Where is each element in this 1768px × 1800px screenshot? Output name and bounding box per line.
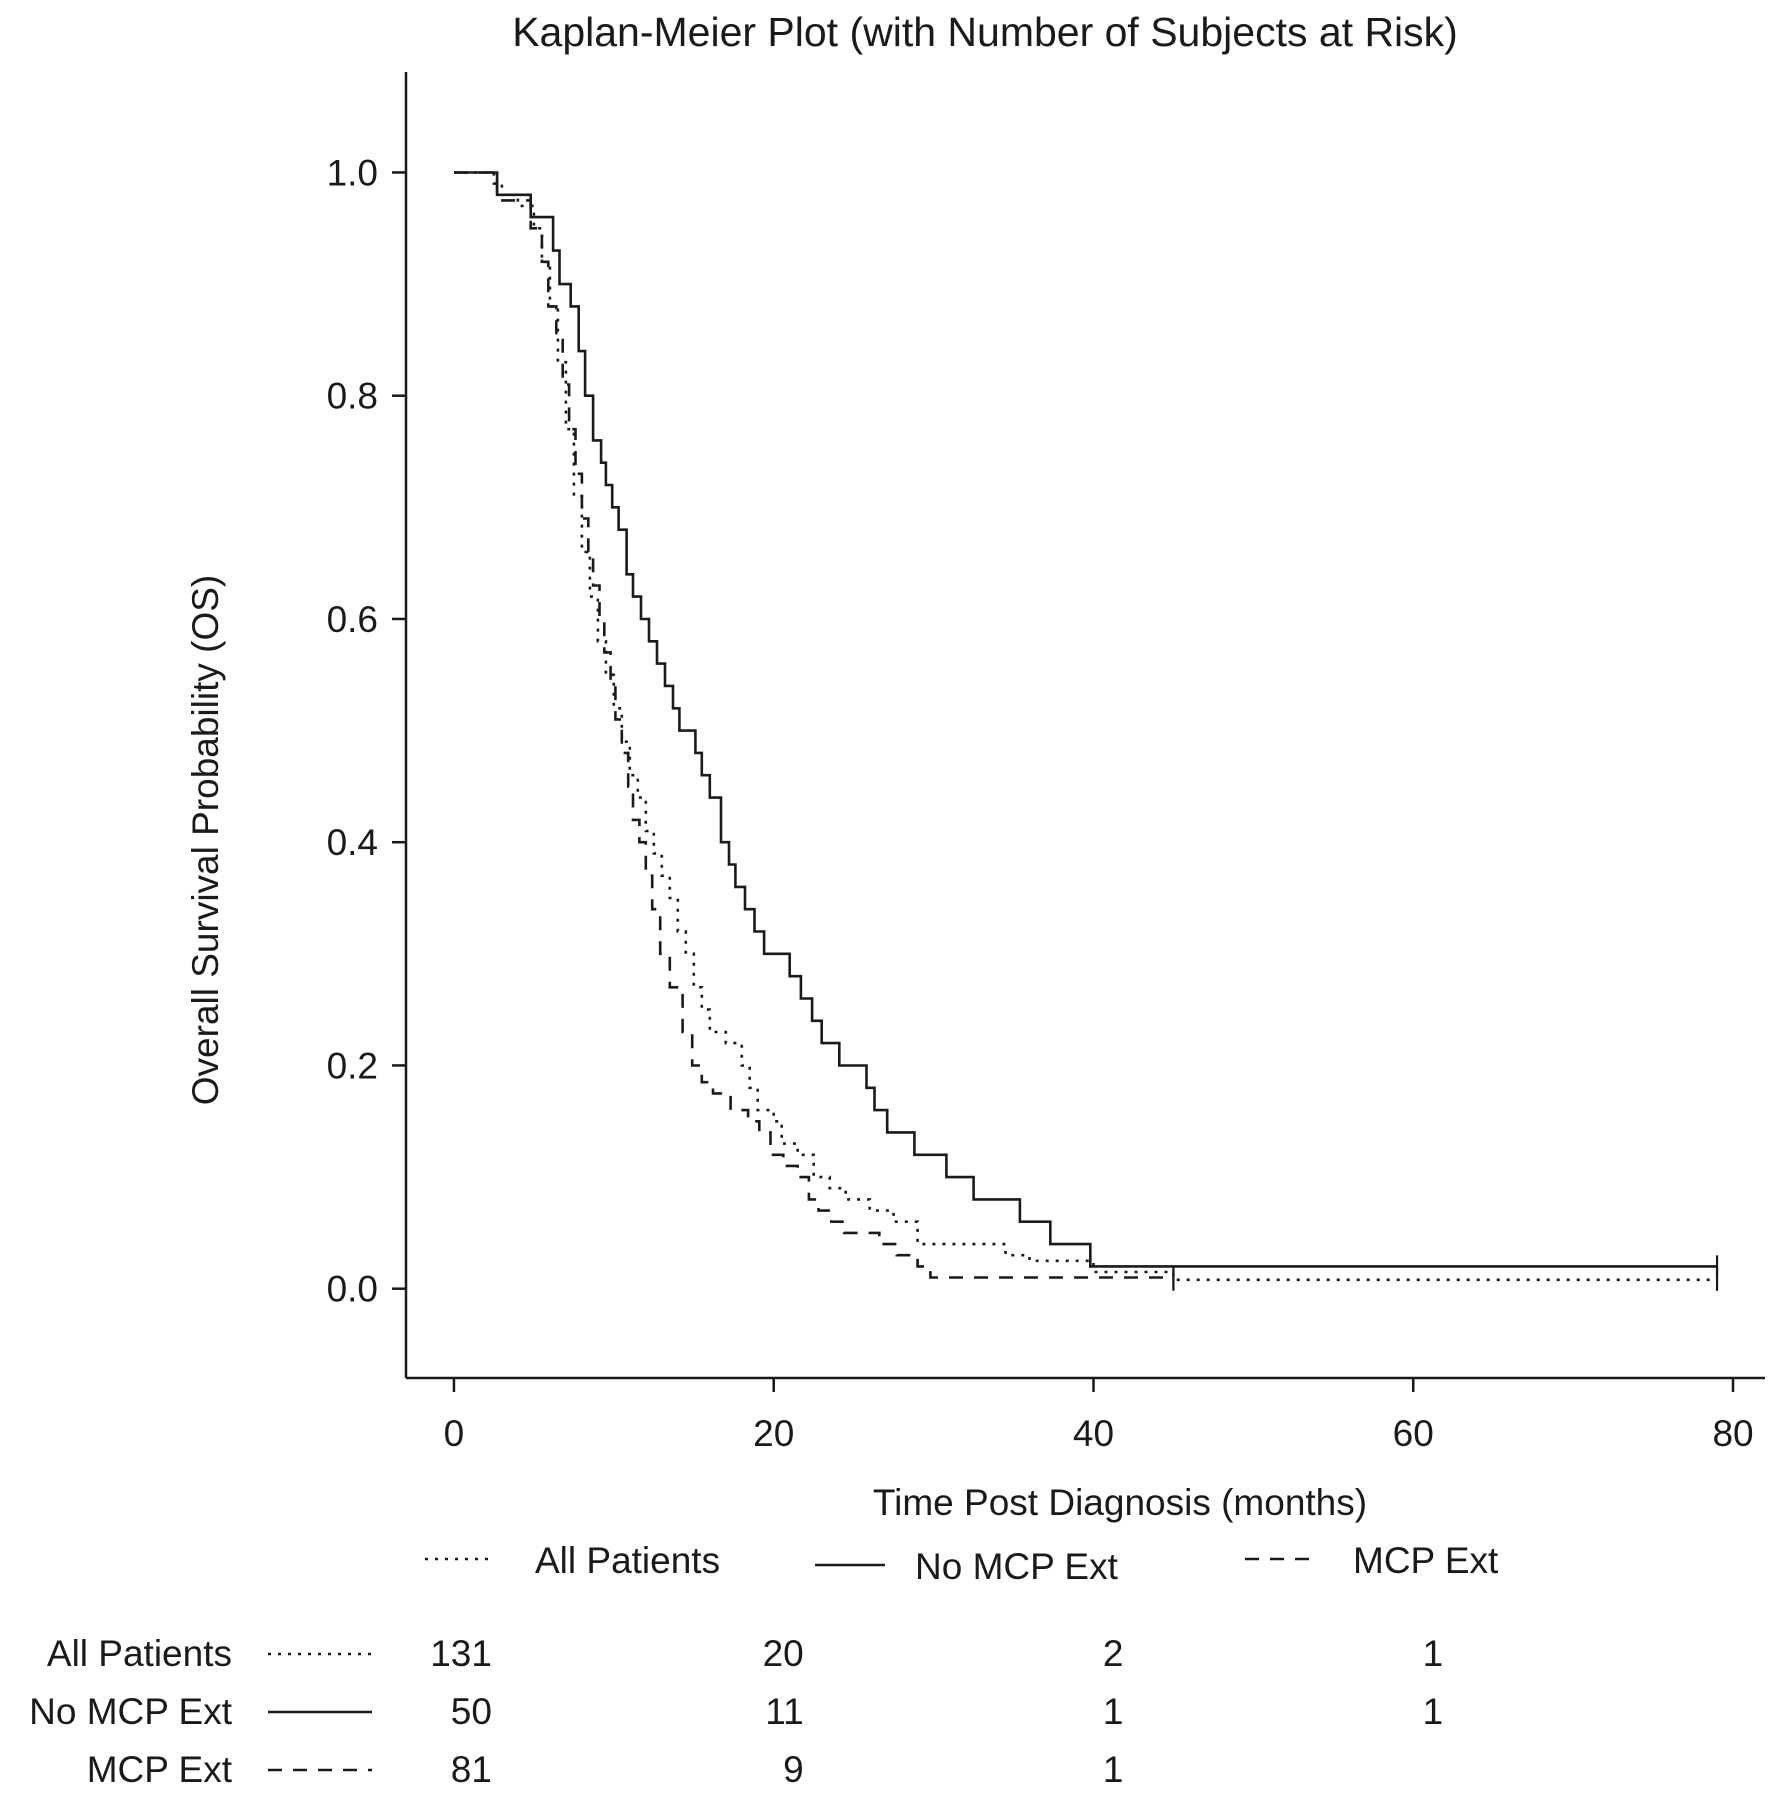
risk-row-label: All Patients (47, 1633, 232, 1674)
y-axis-label: Overall Survival Probability (OS) (185, 575, 226, 1105)
curve-no-mcp-ext (454, 171, 1717, 1268)
risk-row-label: MCP Ext (87, 1749, 233, 1790)
risk-count: 20 (763, 1633, 804, 1674)
x-tick-label: 0 (444, 1413, 465, 1454)
x-tick-label: 20 (753, 1413, 794, 1454)
risk-count: 131 (430, 1633, 492, 1674)
legend-label-no-mcp-ext: No MCP Ext (915, 1546, 1119, 1587)
curve-all-patients (454, 171, 1717, 1282)
risk-count: 81 (451, 1749, 492, 1790)
curve-mcp-ext (454, 171, 1174, 1279)
y-tick-label: 0.8 (327, 376, 378, 417)
x-axis-label: Time Post Diagnosis (months) (873, 1482, 1367, 1523)
risk-count: 1 (1423, 1633, 1444, 1674)
y-tick-label: 0.0 (327, 1269, 378, 1310)
risk-count: 1 (1103, 1749, 1124, 1790)
risk-count: 1 (1103, 1691, 1124, 1732)
legend-label-mcp-ext: MCP Ext (1353, 1540, 1499, 1581)
risk-count: 50 (451, 1691, 492, 1732)
risk-count: 11 (765, 1691, 803, 1732)
y-tick-label: 1.0 (327, 152, 378, 193)
y-tick-label: 0.6 (327, 599, 378, 640)
x-tick-label: 60 (1393, 1413, 1434, 1454)
risk-count: 1 (1423, 1691, 1444, 1732)
chart-title: Kaplan-Meier Plot (with Number of Subjec… (512, 9, 1458, 55)
legend: All Patients No MCP Ext MCP Ext (425, 1540, 1499, 1587)
legend-label-all-patients: All Patients (535, 1540, 720, 1581)
y-tick-label: 0.2 (327, 1045, 378, 1086)
y-tick-label: 0.4 (327, 822, 378, 863)
x-tick-label: 80 (1712, 1413, 1753, 1454)
risk-row-label: No MCP Ext (29, 1691, 233, 1732)
risk-count: 2 (1103, 1633, 1124, 1674)
axes: 0.0 0.2 0.4 0.6 0.8 1.0 0 20 40 60 80 (327, 72, 1765, 1454)
survival-curves (454, 171, 1719, 1291)
x-tick-label: 40 (1073, 1413, 1114, 1454)
risk-count: 9 (783, 1749, 804, 1790)
